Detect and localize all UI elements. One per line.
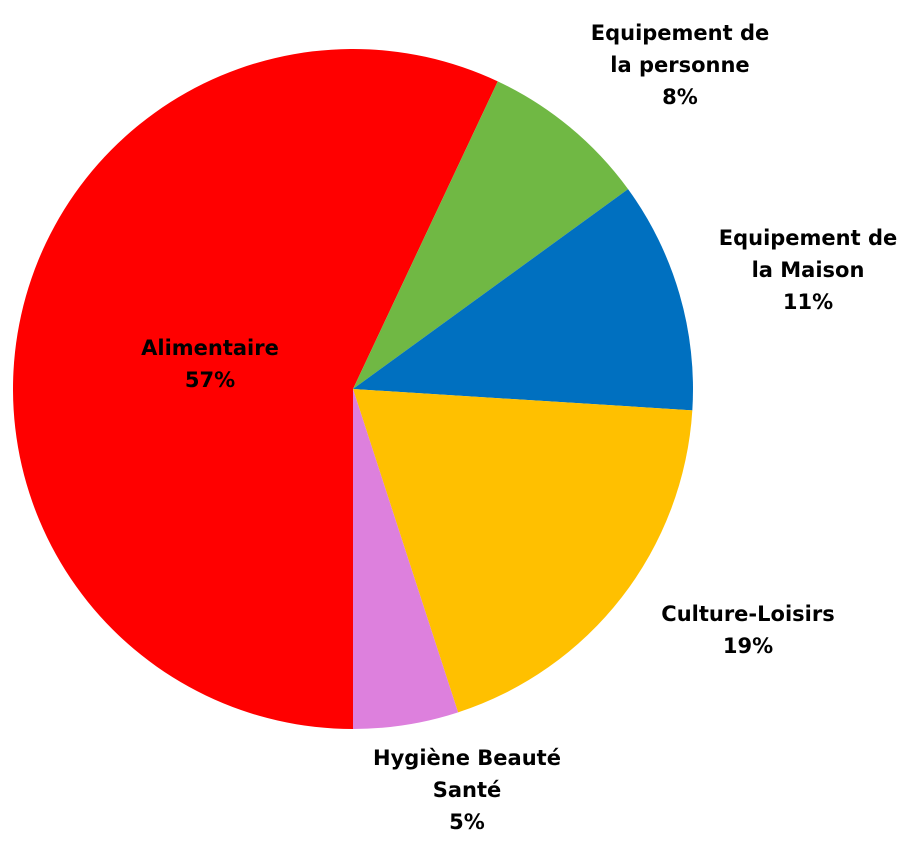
slice-label: Equipement de la Maison 11% (706, 222, 911, 318)
pie-slice (353, 389, 693, 713)
category-label: Alimentaire (141, 336, 279, 360)
category-label: Hygiène Beauté Santé (373, 746, 561, 802)
pie-slice (353, 81, 629, 390)
slice-label: Equipement de la personne 8% (578, 17, 783, 113)
category-label: Culture-Loisirs (661, 602, 835, 626)
slice-label: Hygiène Beauté Santé 5% (352, 742, 582, 838)
pie-slice (353, 389, 459, 729)
slice-label: Alimentaire 57% (100, 332, 320, 396)
value-label: 8% (662, 85, 698, 109)
category-label: Equipement de la personne (590, 21, 770, 77)
value-label: 11% (782, 290, 834, 314)
value-label: 5% (449, 810, 485, 834)
slice-label: Culture-Loisirs 19% (598, 598, 898, 662)
pie-slice (353, 189, 693, 411)
value-label: 57% (184, 368, 236, 392)
value-label: 19% (722, 634, 774, 658)
pie-slice (13, 48, 498, 729)
category-label: Equipement de la Maison (718, 226, 898, 282)
